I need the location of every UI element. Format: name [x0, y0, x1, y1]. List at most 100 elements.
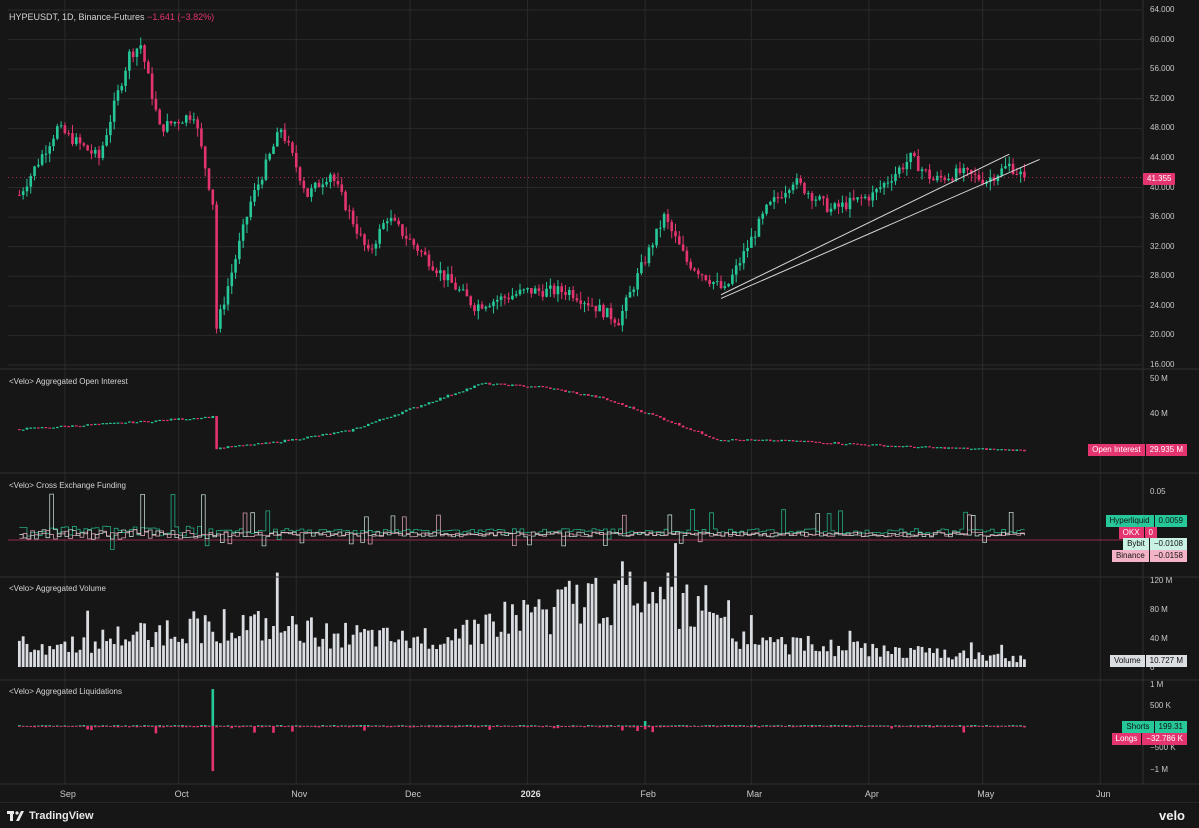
shorts-liquidation-bar — [105, 725, 108, 727]
price-candle — [970, 169, 973, 174]
open-interest-candle — [332, 432, 336, 435]
volume-bar — [351, 634, 355, 667]
volume-bar — [143, 623, 146, 667]
price-candle — [439, 270, 442, 274]
price-candle — [530, 287, 533, 294]
price-candle — [913, 152, 916, 156]
open-interest-candle — [700, 431, 704, 435]
open-interest-panel-title[interactable]: <Velo> Aggregated Open Interest — [9, 377, 128, 386]
open-interest-candle — [943, 447, 947, 449]
shorts-liquidation-bar — [143, 725, 146, 726]
volume-bar — [575, 584, 579, 667]
longs-liquidation-bar — [488, 726, 491, 730]
open-interest-candle — [1015, 449, 1019, 452]
volume-bar — [973, 659, 977, 667]
liquidations-panel-title[interactable]: <Velo> Aggregated Liquidations — [9, 687, 122, 696]
price-candle — [693, 268, 696, 271]
price-candle — [863, 196, 867, 198]
price-candle — [18, 194, 21, 196]
open-interest-candle — [924, 446, 928, 448]
price-candle — [105, 135, 108, 146]
volume-bar — [890, 653, 894, 667]
volume-bar — [913, 649, 916, 667]
open-interest-candle — [1019, 449, 1022, 451]
shorts-liquidation-bar — [480, 725, 484, 727]
shorts-liquidation-bar — [484, 725, 488, 726]
longs-liquidation-bar — [359, 726, 363, 728]
open-interest-candle — [787, 440, 791, 442]
open-interest-candle — [966, 447, 969, 450]
longs-liquidation-bar — [670, 726, 674, 727]
open-interest-candle — [283, 439, 287, 443]
volume-bar — [116, 626, 120, 667]
shorts-liquidation-bar — [503, 725, 507, 727]
volume-bar — [90, 652, 93, 667]
price-candle — [355, 224, 359, 234]
open-interest-candle — [348, 430, 351, 432]
shorts-liquidation-bar — [264, 725, 268, 727]
volume-bar — [264, 618, 268, 667]
longs-liquidation-bar — [579, 726, 582, 727]
longs-liquidation-bar — [719, 726, 723, 727]
price-candle — [124, 70, 127, 86]
bybit-name: Bybit — [1123, 538, 1149, 550]
open-interest-candle — [192, 418, 196, 420]
funding-panel-title[interactable]: <Velo> Cross Exchange Funding — [9, 481, 126, 490]
shorts-liquidation-bar — [382, 725, 385, 727]
open-interest-candle — [806, 440, 810, 443]
open-interest-candle — [552, 388, 556, 390]
shorts-liquidation-bar — [215, 725, 218, 727]
price-candle — [605, 307, 609, 318]
volume-panel-title[interactable]: <Velo> Aggregated Volume — [9, 584, 106, 593]
volume-bar — [609, 625, 613, 667]
price-candle — [492, 301, 495, 307]
volume-bar — [93, 641, 97, 667]
shorts-liquidation-bar — [211, 689, 215, 726]
longs-liquidation-bar — [385, 726, 389, 728]
volume-bar — [882, 645, 886, 667]
volume-bar — [958, 652, 962, 667]
price-candle — [484, 306, 488, 309]
longs-liquidation-bar — [806, 726, 810, 727]
price-candle — [522, 289, 526, 291]
open-interest-candle — [977, 448, 981, 450]
volume-bar — [165, 620, 169, 667]
shorts-liquidation-bar — [1011, 725, 1015, 726]
tradingview-brand[interactable]: TradingView — [7, 810, 94, 822]
shorts-liquidation-bar — [150, 725, 154, 727]
symbol-label[interactable]: HYPEUSDT, 1D, Binance-Futures — [9, 12, 145, 22]
price-candle — [966, 167, 969, 170]
longs-liquidation-bar — [355, 726, 359, 727]
longs-liquidation-bar — [765, 726, 768, 727]
open-interest-candle — [647, 413, 651, 415]
price-candle — [56, 126, 59, 139]
shorts-liquidation-bar — [803, 725, 806, 726]
shorts-liquidation-bar — [1015, 725, 1019, 727]
longs-liquidation-bar — [446, 726, 450, 727]
price-candle — [905, 161, 909, 170]
longs-liquidation-bar — [257, 726, 260, 727]
volume-bar — [389, 641, 393, 667]
open-interest-candle — [321, 434, 325, 436]
price-candle — [340, 184, 344, 192]
open-interest-candle — [378, 419, 381, 422]
open-interest-candle — [628, 406, 632, 408]
volume-bar — [438, 644, 442, 667]
volume-bar — [920, 646, 924, 667]
open-interest-candle — [738, 439, 742, 442]
volume-bar — [275, 572, 279, 667]
shorts-liquidation-bar — [530, 725, 533, 727]
symbol-header[interactable]: HYPEUSDT, 1D, Binance-Futures −1.641 (−3… — [9, 12, 214, 22]
longs-liquidation-bar — [568, 726, 571, 727]
open-interest-candle — [207, 416, 211, 419]
open-interest-candle — [750, 439, 753, 441]
price-candle — [442, 270, 446, 281]
longs-liquidation-bar — [530, 726, 533, 727]
open-interest-candle — [825, 443, 829, 445]
volume-bar — [1019, 655, 1023, 667]
volume-legend: Volume 10.727 M — [1109, 655, 1187, 667]
price-candle — [181, 122, 184, 124]
volume-bar — [617, 580, 621, 667]
volume-bar — [385, 627, 389, 667]
